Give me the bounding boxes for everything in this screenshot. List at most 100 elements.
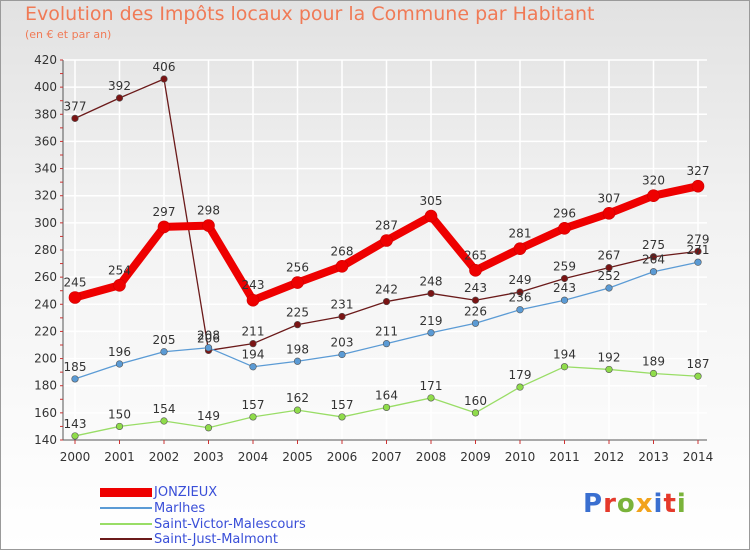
logo-letter: i xyxy=(676,489,687,519)
legend-label-jonzieux: JONZIEUX xyxy=(154,484,218,500)
data-point-saint-victor-malescours xyxy=(249,413,257,421)
data-point-saint-just-malmont xyxy=(115,94,124,102)
legend-label-marlhes: Marlhes xyxy=(154,500,206,516)
data-point-saint-victor-malescours xyxy=(694,372,702,380)
data-point-marlhes xyxy=(115,360,124,368)
data-point-marlhes xyxy=(471,319,480,327)
data-label-saint-victor-malescours: 187 xyxy=(687,357,710,371)
y-tick-label: 200 xyxy=(34,352,57,366)
data-label-jonzieux: 256 xyxy=(286,261,309,275)
legend-label-saint-just-malmont: Saint-Just-Malmont xyxy=(154,531,278,547)
data-label-marlhes: 205 xyxy=(153,333,176,347)
data-point-jonzieux xyxy=(469,264,482,277)
y-tick-label: 260 xyxy=(34,270,57,284)
data-label-jonzieux: 265 xyxy=(464,248,487,262)
data-label-jonzieux: 297 xyxy=(153,205,176,219)
x-tick-label: 2005 xyxy=(282,450,313,464)
chart-title: Evolution des Impôts locaux pour la Comm… xyxy=(25,3,595,25)
data-point-jonzieux xyxy=(113,278,126,292)
data-point-marlhes xyxy=(694,258,702,266)
data-label-saint-victor-malescours: 192 xyxy=(598,350,621,364)
series-lines xyxy=(68,75,705,440)
data-point-saint-just-malmont xyxy=(249,340,257,348)
data-label-saint-just-malmont: 279 xyxy=(687,232,710,246)
axes: 140 160 180 200 220 240 260 280 300 320 340 360 380 4… xyxy=(34,53,713,464)
logo-letter: r xyxy=(603,489,617,519)
data-point-jonzieux xyxy=(246,293,260,307)
data-point-marlhes xyxy=(382,340,391,348)
y-tick-label: 400 xyxy=(34,80,57,94)
legend-swatch-saint-victor-malescours xyxy=(100,523,152,525)
legend-swatch-jonzieux xyxy=(100,487,152,497)
data-label-saint-just-malmont: 243 xyxy=(464,281,487,295)
data-point-saint-just-malmont xyxy=(605,264,613,272)
x-tick-label: 2009 xyxy=(460,450,491,464)
data-point-marlhes xyxy=(516,306,524,314)
data-point-jonzieux xyxy=(424,209,438,223)
data-point-jonzieux xyxy=(513,242,527,255)
data-label-saint-just-malmont: 248 xyxy=(420,274,443,288)
y-tick-label: 340 xyxy=(34,162,57,176)
data-point-saint-victor-malescours xyxy=(338,413,346,421)
legend-item-marlhes: Marlhes xyxy=(100,500,205,516)
data-point-saint-victor-malescours xyxy=(516,383,524,391)
data-point-saint-just-malmont xyxy=(649,253,658,261)
data-label-marlhes: 198 xyxy=(286,342,309,356)
logo-letter: x xyxy=(635,489,654,519)
data-label-jonzieux: 245 xyxy=(64,276,87,290)
data-label-saint-victor-malescours: 149 xyxy=(197,409,220,423)
data-point-marlhes xyxy=(338,350,346,359)
data-point-saint-victor-malescours xyxy=(160,417,168,425)
data-point-saint-victor-malescours xyxy=(204,424,213,432)
data-point-saint-victor-malescours xyxy=(115,422,124,431)
y-tick-label: 300 xyxy=(34,216,57,230)
data-point-marlhes xyxy=(160,348,168,356)
data-point-marlhes xyxy=(71,375,79,383)
data-label-jonzieux: 281 xyxy=(509,227,532,241)
data-label-jonzieux: 298 xyxy=(197,204,220,218)
data-point-saint-just-malmont xyxy=(160,75,168,83)
data-label-saint-just-malmont: 249 xyxy=(509,273,532,287)
data-label-saint-victor-malescours: 162 xyxy=(286,391,309,405)
x-tick-label: 2014 xyxy=(683,450,714,464)
data-label-marlhes: 243 xyxy=(553,281,576,295)
legend-swatch-saint-just-malmont xyxy=(100,538,152,540)
data-label-saint-just-malmont: 225 xyxy=(286,306,309,320)
y-tick-label: 360 xyxy=(34,134,57,148)
data-label-marlhes: 185 xyxy=(64,360,87,374)
data-point-marlhes xyxy=(649,268,658,276)
data-label-jonzieux: 296 xyxy=(553,206,576,220)
data-label-marlhes: 236 xyxy=(509,291,532,305)
logo-letter: o xyxy=(616,489,636,519)
data-point-jonzieux xyxy=(647,189,660,203)
data-point-saint-just-malmont xyxy=(293,321,302,329)
data-point-jonzieux xyxy=(335,259,349,273)
data-label-marlhes: 194 xyxy=(242,348,265,362)
legend-item-jonzieux: JONZIEUX xyxy=(100,484,217,500)
logo-letter: i xyxy=(653,489,664,519)
data-label-saint-victor-malescours: 157 xyxy=(331,398,354,412)
data-label-marlhes: 211 xyxy=(375,325,398,339)
data-label-jonzieux: 268 xyxy=(331,244,354,258)
data-label-saint-victor-malescours: 164 xyxy=(375,388,398,402)
data-label-saint-victor-malescours: 189 xyxy=(642,355,665,369)
data-point-saint-victor-malescours xyxy=(293,406,302,414)
data-label-saint-victor-malescours: 171 xyxy=(420,379,443,393)
data-label-saint-victor-malescours: 143 xyxy=(64,417,87,431)
x-tick-label: 2001 xyxy=(104,450,135,464)
data-label-saint-just-malmont: 206 xyxy=(197,331,220,345)
data-label-jonzieux: 254 xyxy=(108,263,131,277)
data-point-saint-just-malmont xyxy=(560,274,569,283)
data-label-saint-just-malmont: 259 xyxy=(553,260,576,274)
x-tick-label: 2003 xyxy=(193,450,224,464)
data-point-saint-just-malmont xyxy=(694,247,702,255)
legend-item-saint-victor-malescours: Saint-Victor-Malescours xyxy=(100,516,306,532)
data-point-saint-victor-malescours xyxy=(71,432,79,440)
data-point-marlhes xyxy=(427,329,435,337)
data-point-saint-just-malmont xyxy=(471,296,480,304)
data-point-jonzieux xyxy=(157,220,171,234)
data-point-jonzieux xyxy=(380,234,393,247)
data-label-saint-just-malmont: 377 xyxy=(64,99,87,113)
x-tick-label: 2002 xyxy=(149,450,180,464)
data-label-saint-victor-malescours: 154 xyxy=(153,402,176,416)
